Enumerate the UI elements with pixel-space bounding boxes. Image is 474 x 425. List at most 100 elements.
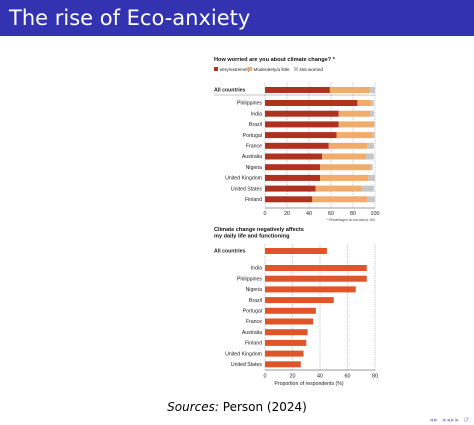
bar	[265, 329, 308, 336]
chart1-note: * Percentages do not add to 100	[326, 218, 375, 222]
bar-segment	[265, 110, 339, 117]
nav-first-icon[interactable]: ◂	[429, 416, 435, 424]
bar-segment	[265, 196, 313, 203]
bar-segment	[367, 196, 375, 203]
bar-segment	[369, 87, 375, 93]
bar-segment	[265, 142, 329, 149]
bar-segment	[366, 153, 374, 160]
nav-section-icon[interactable]: ◂◂	[441, 416, 451, 424]
bar-segment	[329, 87, 370, 93]
bar-segment	[361, 185, 374, 192]
bar	[265, 307, 316, 314]
bar	[265, 248, 327, 254]
bar-segment	[357, 100, 372, 106]
bar-segment	[265, 164, 320, 171]
x-tick-label: 20	[290, 374, 296, 380]
x-tick-label: 80	[372, 374, 378, 380]
category-label: Australia	[242, 154, 262, 160]
bar	[265, 350, 304, 357]
bar	[265, 361, 301, 368]
category-label: Philippines	[237, 101, 262, 107]
chart2-title: Climate change negatively affects my dail…	[214, 227, 304, 240]
category-label: All countries	[214, 88, 246, 94]
bar-segment	[265, 132, 337, 139]
category-label: France	[246, 144, 262, 150]
bar-segment	[320, 164, 371, 171]
chart1-plot: All countries Philippines India Brazil Portu…	[214, 83, 380, 217]
category-label: United States	[231, 186, 263, 192]
category-label: Nigeria	[246, 287, 263, 293]
bar-segment	[371, 100, 374, 106]
chart2-plot: All countries India Philippines Nigeria Braz…	[214, 244, 378, 380]
x-tick-label: 0	[264, 374, 267, 380]
bar-segment	[322, 153, 367, 160]
nav-prev-icon[interactable]: ▸	[434, 416, 439, 424]
source-line: Sources: Person (2024)	[0, 400, 474, 414]
bar-segment	[367, 142, 374, 149]
chart1-legend: Very/extremely Moderately/a little Not wor…	[214, 67, 323, 72]
chart-figure: How worried are you about climate change…	[210, 50, 382, 390]
bar-segment	[265, 174, 320, 181]
chart2-title-line: Climate change negatively affects	[214, 227, 304, 233]
chart2-xlabel: Proportion of respondents (%)	[274, 381, 343, 387]
slide-navigation[interactable]: ◂▸ ◂◂▸▸ ↺	[430, 416, 470, 424]
bar	[265, 265, 367, 271]
legend-label: Very/extremely	[220, 67, 251, 72]
bar-segment	[338, 110, 370, 117]
bar-segment	[373, 121, 375, 128]
chart1-title: How worried are you about climate change…	[214, 57, 336, 63]
bar-segment	[312, 196, 368, 203]
x-tick-label: 40	[306, 211, 312, 217]
bar-segment	[265, 87, 330, 93]
bar	[265, 297, 334, 304]
slide-title: The rise of Eco-anxiety	[9, 6, 251, 30]
category-label: Finland	[245, 197, 262, 203]
bar	[265, 275, 367, 282]
category-label: Brazil	[249, 298, 262, 304]
bar-segment	[315, 185, 362, 192]
category-label: India	[251, 266, 262, 272]
chart2-title-line: my daily life and functioning	[214, 234, 290, 240]
category-label: Australia	[242, 330, 262, 336]
bar-segment	[320, 174, 369, 181]
x-tick-label: 60	[345, 374, 351, 380]
category-label: France	[246, 319, 262, 325]
category-label: United Kingdom	[225, 176, 262, 182]
x-tick-label: 80	[350, 211, 356, 217]
bar-segment	[372, 132, 375, 139]
x-tick-label: 60	[328, 211, 334, 217]
x-tick-label: 20	[284, 211, 290, 217]
category-label: United States	[231, 362, 263, 368]
bar	[265, 339, 307, 346]
bar-segment	[370, 164, 373, 171]
x-tick-label: 40	[317, 374, 323, 380]
bar-segment	[265, 153, 323, 160]
category-label: Finland	[245, 341, 262, 347]
title-bar: The rise of Eco-anxiety	[0, 0, 474, 36]
source-text: Person (2024)	[222, 400, 307, 414]
category-label: All countries	[214, 249, 246, 255]
bar-segment	[369, 110, 374, 117]
category-label: Portugal	[243, 309, 262, 315]
category-label: Brazil	[249, 122, 262, 128]
category-label: Portugal	[243, 133, 262, 139]
legend-label: Moderately/a little	[254, 67, 290, 72]
bar-segment	[336, 132, 373, 139]
bar-segment	[328, 142, 368, 149]
legend-swatch	[248, 67, 252, 71]
bar-segment	[338, 121, 374, 128]
bar-segment	[368, 174, 375, 181]
x-tick-label: 0	[264, 211, 267, 217]
bar-segment	[265, 185, 316, 192]
source-label: Sources:	[167, 400, 219, 414]
bar	[265, 318, 314, 325]
bar	[265, 286, 356, 293]
bar-segment	[265, 100, 358, 106]
category-label: United Kingdom	[225, 351, 262, 357]
nav-next-icon[interactable]: ▸▸	[450, 416, 460, 424]
category-label: Nigeria	[246, 165, 263, 171]
category-label: Philippines	[237, 276, 262, 282]
nav-last-icon[interactable]: ↺	[463, 416, 470, 424]
legend-swatch	[214, 67, 218, 71]
legend-label: Not worried	[300, 67, 324, 72]
